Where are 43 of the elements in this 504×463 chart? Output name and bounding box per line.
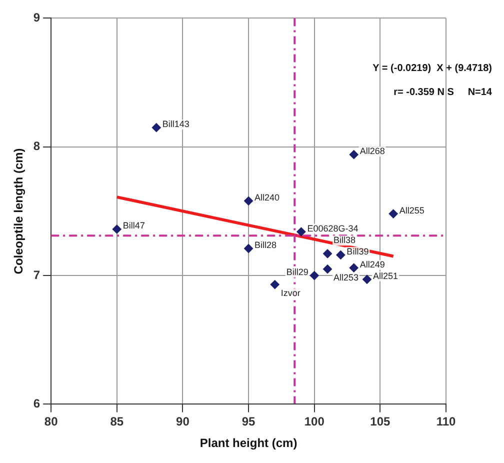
x-tick-label: 80 bbox=[44, 414, 58, 429]
x-tick-label: 100 bbox=[304, 414, 325, 429]
point bbox=[349, 263, 358, 272]
annotation: Y = (-0.0219) X + (9.4718) bbox=[372, 62, 492, 74]
y-tick-label: 7 bbox=[33, 268, 40, 282]
x-tick-label: 95 bbox=[242, 414, 256, 429]
y-tick-label: 8 bbox=[33, 139, 40, 154]
annotation: Bill143 bbox=[162, 119, 190, 130]
annotation: All251 bbox=[373, 270, 398, 281]
annotation: Bill38 bbox=[334, 235, 356, 246]
y-tick-label: 9 bbox=[33, 10, 40, 25]
annotation: All255 bbox=[399, 205, 424, 216]
x-axis-title: Plant height (cm) bbox=[200, 436, 298, 450]
point bbox=[112, 224, 122, 234]
annotation: All253 bbox=[334, 272, 359, 283]
annotation: Izvor bbox=[280, 288, 300, 298]
x-tick-label: 105 bbox=[370, 414, 391, 429]
point bbox=[296, 227, 306, 236]
annotation: Bill29 bbox=[286, 267, 308, 278]
annotation: Bill28 bbox=[254, 240, 277, 250]
annotation: Bill39 bbox=[346, 246, 369, 256]
point bbox=[244, 244, 254, 254]
point bbox=[152, 123, 161, 132]
point bbox=[388, 209, 398, 218]
point bbox=[244, 196, 254, 206]
point bbox=[270, 280, 280, 290]
point bbox=[362, 274, 372, 284]
point bbox=[323, 264, 332, 274]
annotation: r= -0.359 N S N=14 bbox=[394, 86, 492, 98]
y-axis-title: Coleoptile length (cm) bbox=[12, 148, 26, 274]
annotation: All268 bbox=[360, 146, 385, 156]
annotation: All249 bbox=[360, 259, 385, 270]
point bbox=[336, 250, 346, 260]
x-tick-label: 110 bbox=[436, 414, 456, 429]
point bbox=[349, 150, 358, 160]
annotation: All240 bbox=[254, 192, 280, 202]
annotation: Bill47 bbox=[122, 220, 145, 231]
point bbox=[310, 271, 319, 280]
point bbox=[323, 249, 332, 258]
x-tick-label: 90 bbox=[176, 414, 190, 429]
y-tick-label: 6 bbox=[33, 396, 40, 411]
x-tick-label: 85 bbox=[110, 414, 124, 429]
annotation: E00628G-34 bbox=[307, 223, 358, 234]
